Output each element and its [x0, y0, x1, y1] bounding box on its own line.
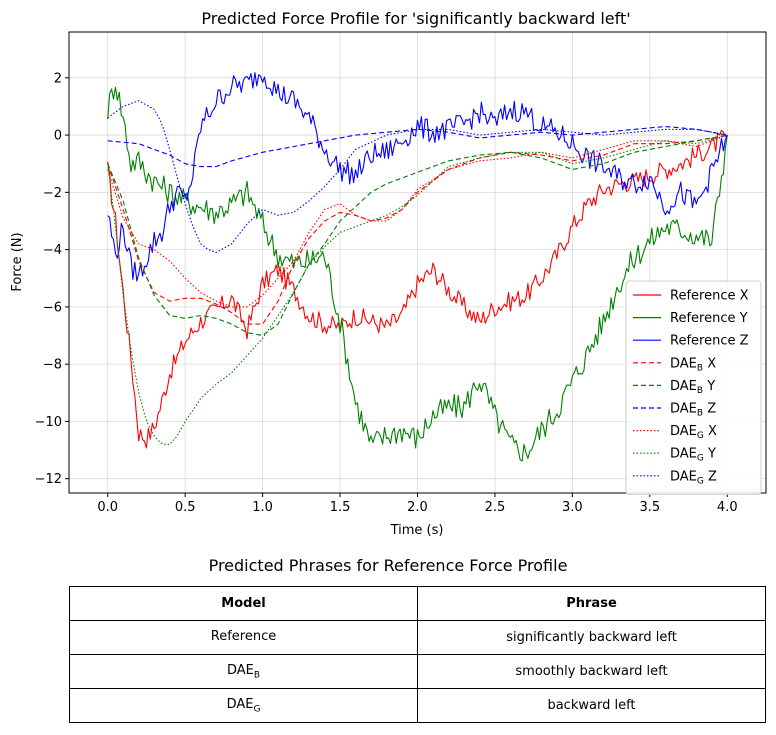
phrase-cell: backward left: [417, 688, 766, 723]
header-phrase: Phrase: [417, 586, 766, 621]
x-axis-label: Time (s): [390, 523, 444, 538]
chart-title: Predicted Force Profile for 'significant…: [201, 9, 630, 28]
model-cell: DAEG: [69, 688, 418, 723]
y-tick-label: −12: [35, 472, 62, 487]
y-tick-label: −2: [43, 186, 62, 201]
x-tick-label: 2.0: [407, 500, 428, 515]
legend-label: DAEG Y: [670, 447, 716, 464]
legend-label: DAEB Y: [670, 379, 715, 396]
x-tick-label: 3.0: [562, 500, 583, 515]
series-line: [107, 86, 728, 462]
y-axis-label: Force (N): [10, 232, 25, 291]
legend-label: DAEB X: [670, 356, 716, 373]
model-name: DAE: [226, 696, 254, 712]
y-tick-label: −8: [43, 358, 62, 373]
table-title: Predicted Phrases for Reference Force Pr…: [208, 556, 568, 575]
x-tick-label: 4.0: [717, 500, 738, 515]
model-subscript: G: [253, 704, 261, 715]
header-model: Model: [69, 586, 418, 621]
table-row: Reference significantly backward left: [69, 620, 766, 655]
y-tick-label: −10: [35, 415, 62, 430]
x-tick-label: 3.5: [639, 500, 660, 515]
legend-label: Reference Y: [670, 311, 748, 326]
table-header-row: Model Phrase: [69, 586, 766, 621]
model-cell: Reference: [69, 620, 418, 655]
legend-label: DAEG Z: [670, 469, 717, 486]
y-tick-label: −6: [43, 300, 62, 315]
legend: Reference X Reference Y Reference Z DAEB X D…: [625, 280, 762, 495]
x-tick-label: 2.5: [485, 500, 506, 515]
table-row: DAEB smoothly backward left: [69, 654, 766, 689]
y-tick-label: 2: [54, 71, 62, 86]
phrase-cell: smoothly backward left: [417, 654, 766, 689]
x-tick-label: 0.0: [97, 500, 118, 515]
series-line: [107, 134, 728, 308]
model-cell: DAEB: [69, 654, 418, 689]
x-tick-label: 0.5: [175, 500, 196, 515]
legend-label: DAEB Z: [670, 402, 716, 419]
table-row: DAEG backward left: [69, 688, 766, 723]
y-tick-label: 0: [54, 129, 62, 144]
y-axis-ticks: −12 −10 −8 −6 −4 −2 0 2: [35, 71, 69, 487]
model-subscript: B: [253, 670, 261, 681]
y-tick-label: −4: [43, 243, 62, 258]
phrase-table: Model Phrase Reference significantly bac…: [69, 586, 766, 723]
series-line: [107, 134, 728, 445]
force-profile-chart: Predicted Force Profile for 'significant…: [10, 9, 767, 538]
x-tick-label: 1.5: [330, 500, 351, 515]
series-line: [107, 100, 728, 254]
legend-label: DAEG X: [670, 424, 717, 441]
series-line: [107, 134, 728, 325]
series-layer: [107, 72, 728, 462]
model-name: DAE: [226, 662, 254, 678]
x-axis-ticks: 0.0 0.5 1.0 1.5 2.0 2.5 3.0 3.5 4.0: [97, 493, 738, 515]
series-line: [107, 72, 728, 282]
series-line: [107, 125, 728, 168]
legend-box: [625, 280, 762, 495]
x-tick-label: 1.0: [252, 500, 273, 515]
phrase-cell: significantly backward left: [417, 620, 766, 655]
model-name: Reference: [210, 628, 277, 644]
legend-label: Reference X: [670, 289, 749, 304]
legend-label: Reference Z: [670, 334, 749, 349]
